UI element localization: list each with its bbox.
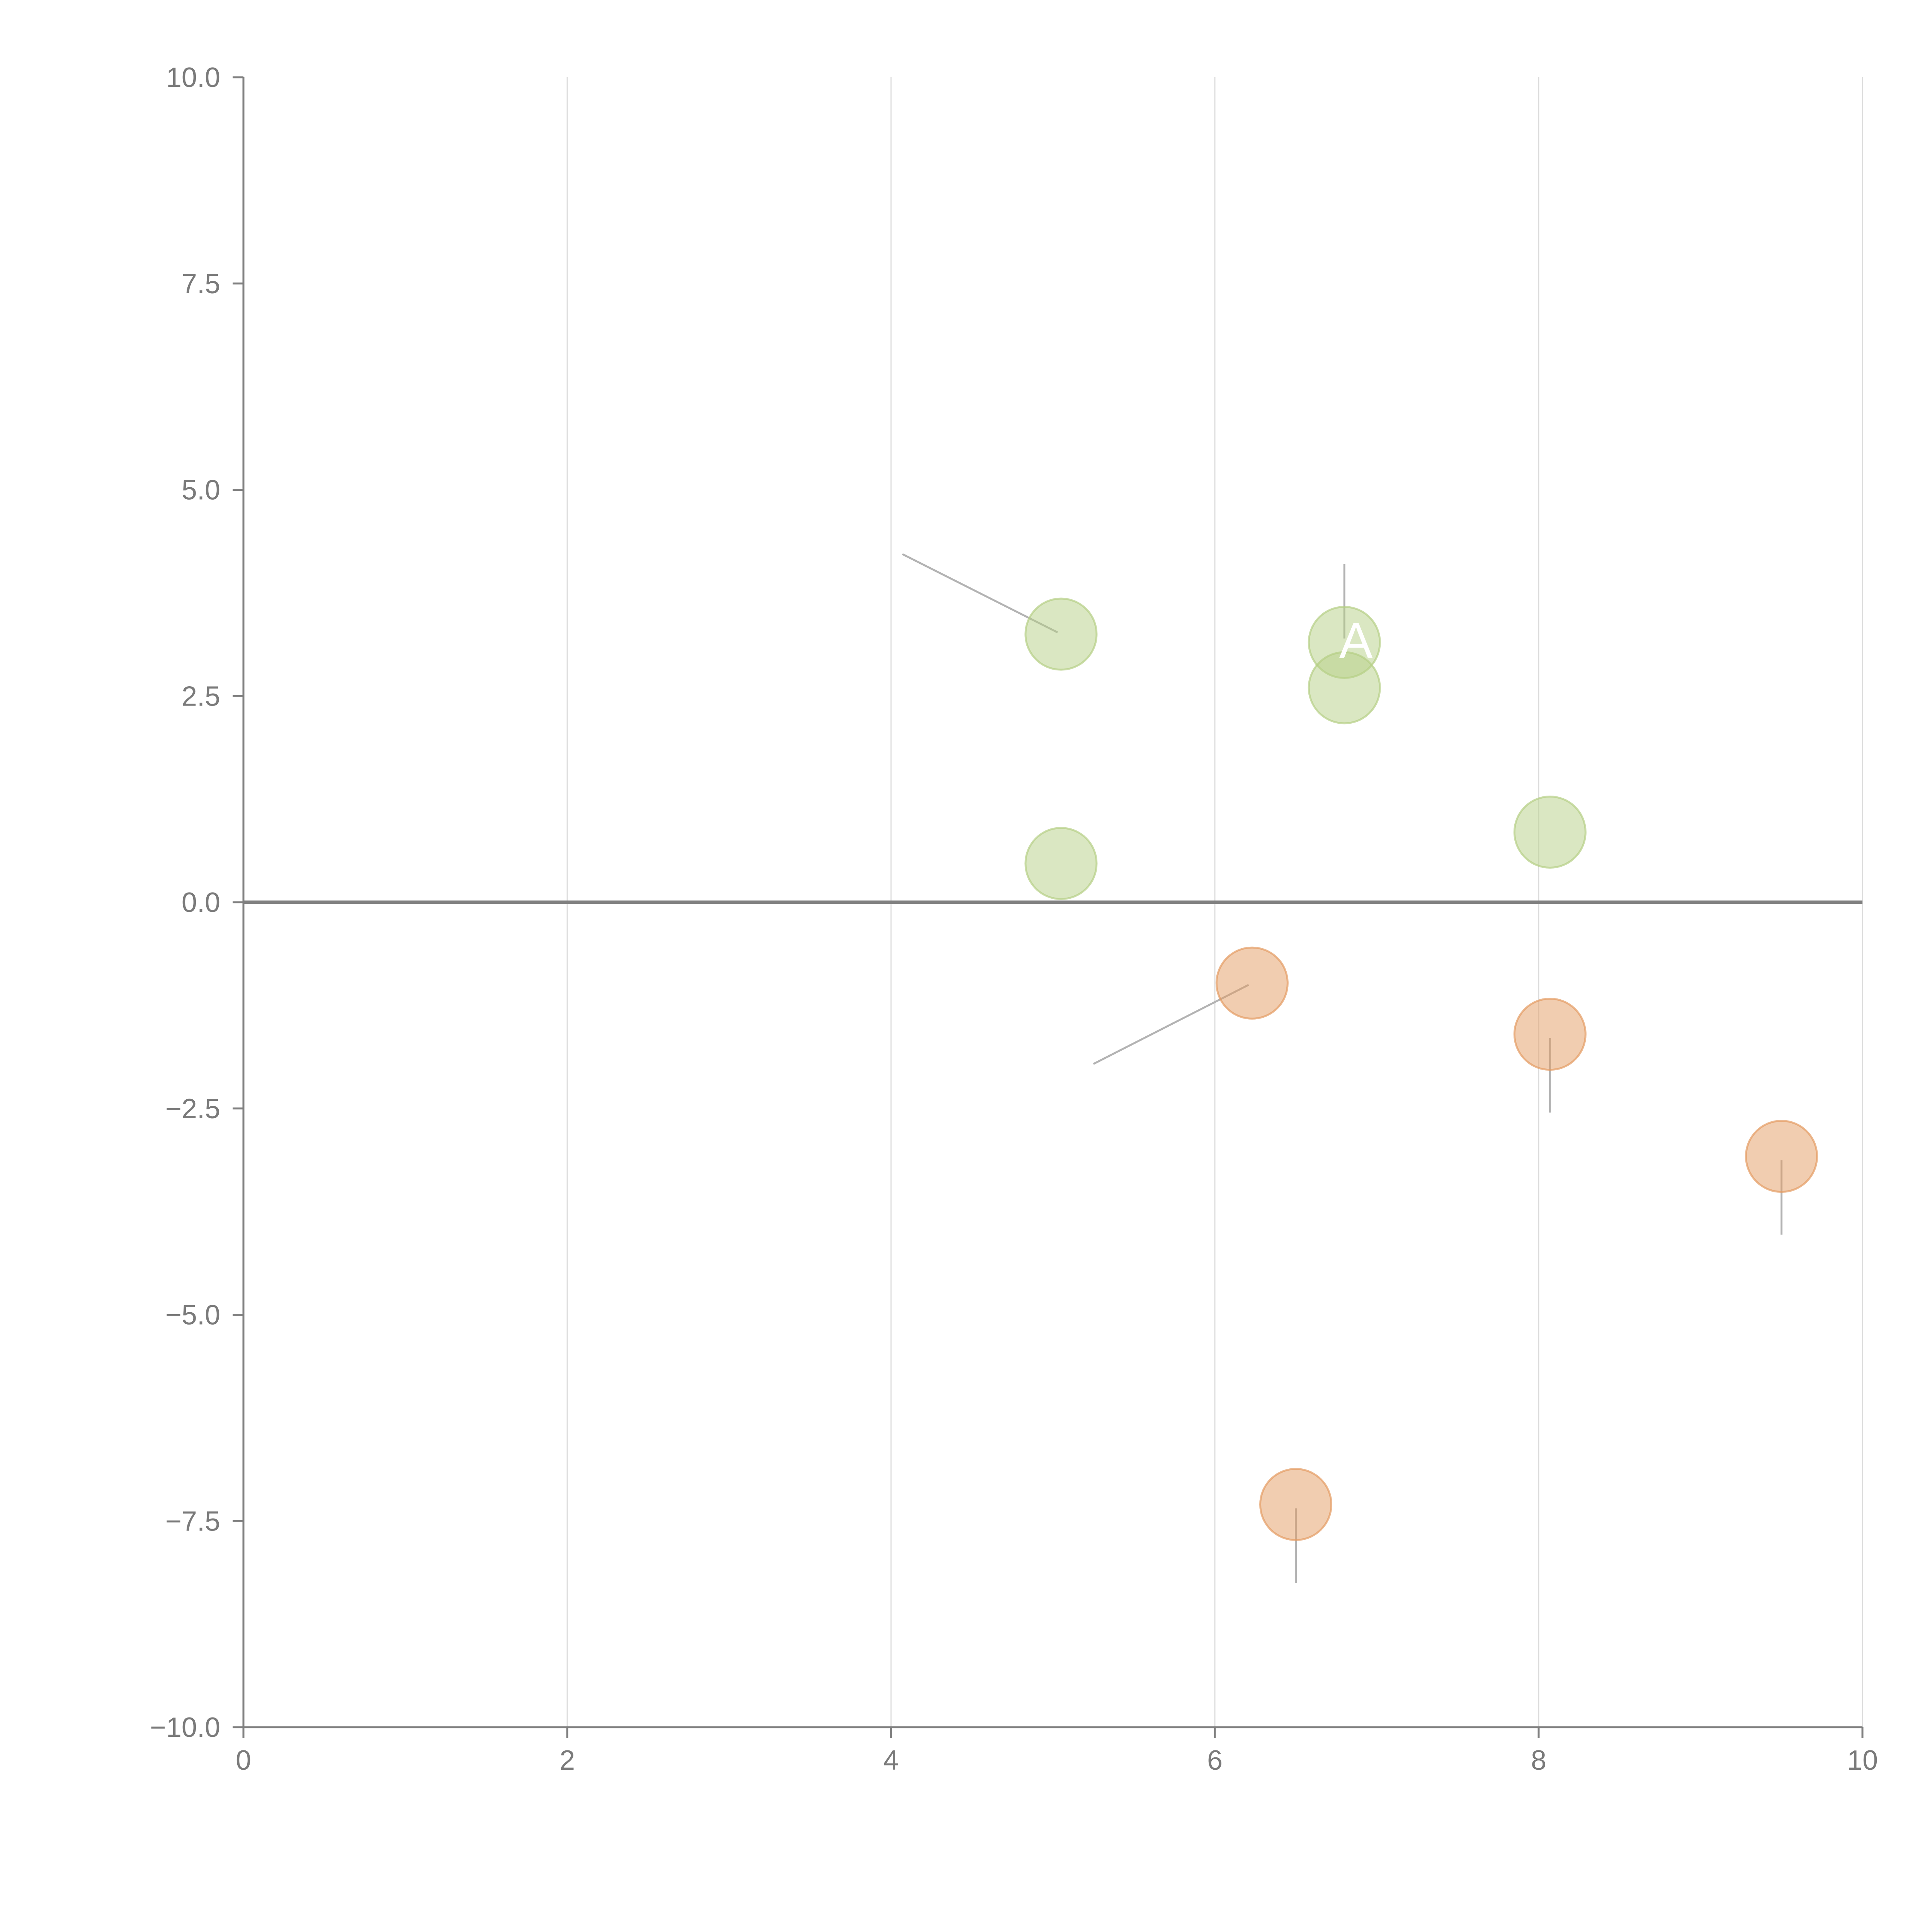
y-tick-label: 10.0 — [166, 62, 220, 93]
y-tick-label: −5.0 — [165, 1300, 220, 1331]
y-tick-label: −2.5 — [165, 1094, 220, 1124]
point-labels: A — [1339, 612, 1373, 668]
positive-point — [1308, 651, 1381, 724]
axis-ticks: 0 2 4 6 8 10 10.0 7.5 5.0 2.5 0.0 −2.5 −5.0 −7.5 −10.0 — [150, 62, 1878, 1776]
negative-point — [1745, 1120, 1818, 1193]
positive-point — [1024, 827, 1098, 900]
negative-point — [1215, 946, 1289, 1020]
y-tick-label: 7.5 — [182, 269, 220, 299]
x-tick-label: 6 — [1207, 1745, 1223, 1776]
positive-point — [1513, 796, 1587, 869]
point-label: A — [1339, 612, 1373, 668]
x-tick-label: 2 — [560, 1745, 575, 1776]
x-tick-label: 0 — [236, 1745, 251, 1776]
x-tick-label: 10 — [1847, 1745, 1878, 1776]
y-tick-label: 5.0 — [182, 475, 220, 506]
x-tick-label: 4 — [883, 1745, 899, 1776]
positive-point — [1024, 597, 1098, 671]
y-tick-label: −7.5 — [165, 1506, 220, 1537]
x-tick-label: 8 — [1531, 1745, 1546, 1776]
y-tick-label: 0.0 — [182, 887, 220, 918]
y-tick-label: −10.0 — [150, 1712, 220, 1743]
negative-point — [1513, 998, 1587, 1071]
negative-point — [1259, 1468, 1332, 1541]
data-points — [1024, 597, 1818, 1541]
y-tick-label: 2.5 — [182, 681, 220, 712]
